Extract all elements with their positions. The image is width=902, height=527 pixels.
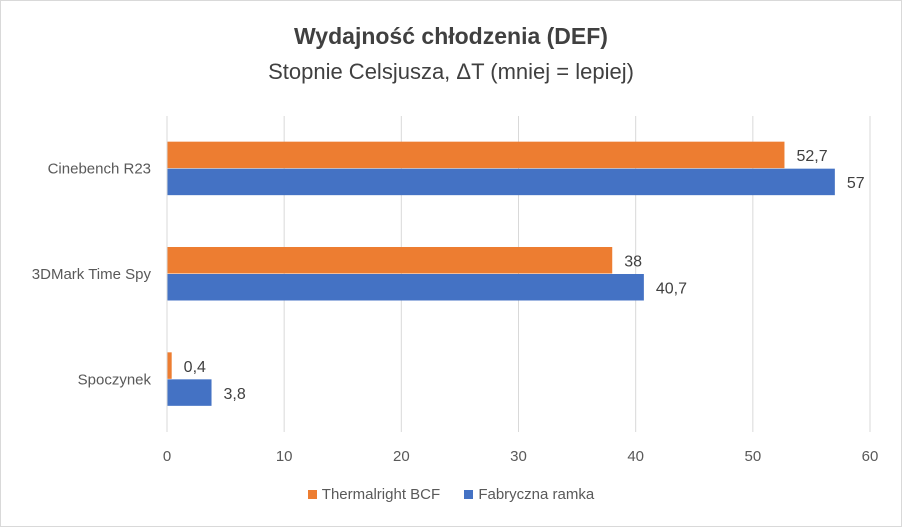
- bar: [167, 141, 785, 169]
- data-label: 52,7: [796, 148, 827, 165]
- legend: Thermalright BCF Fabryczna ramka: [1, 486, 901, 503]
- x-tick-label: 60: [862, 448, 879, 465]
- x-tick-label: 20: [393, 448, 410, 465]
- x-tick-label: 30: [510, 448, 527, 465]
- bar: [167, 247, 613, 274]
- legend-swatch: [307, 490, 317, 499]
- y-category-label: Cinebench R23: [48, 161, 151, 178]
- bar: [167, 168, 835, 196]
- legend-label: Thermalright BCF: [321, 486, 441, 503]
- legend-item-fabryczna: Fabryczna ramka: [464, 486, 594, 503]
- x-tick-label: 40: [627, 448, 644, 465]
- bar: [167, 379, 212, 406]
- x-tick-label: 10: [276, 448, 293, 465]
- legend-item-thermalright: Thermalright BCF: [307, 486, 441, 503]
- y-category-label: 3DMark Time Spy: [32, 266, 152, 283]
- chart-subtitle: Stopnie Celsjusza, ΔT (mniej = lepiej): [268, 59, 634, 84]
- legend-label: Fabryczna ramka: [478, 486, 595, 503]
- bar: [167, 352, 172, 379]
- x-tick-label: 50: [744, 448, 761, 465]
- data-label: 57: [847, 175, 865, 192]
- legend-swatch: [464, 490, 474, 499]
- data-label: 0,4: [184, 359, 206, 376]
- x-tick-label: 0: [163, 448, 171, 465]
- data-label: 3,8: [224, 386, 246, 403]
- bar: [167, 274, 644, 301]
- data-label: 40,7: [656, 281, 687, 298]
- y-category-label: Spoczynek: [78, 371, 152, 388]
- data-label: 38: [624, 254, 642, 271]
- chart-title: Wydajność chłodzenia (DEF): [294, 23, 608, 49]
